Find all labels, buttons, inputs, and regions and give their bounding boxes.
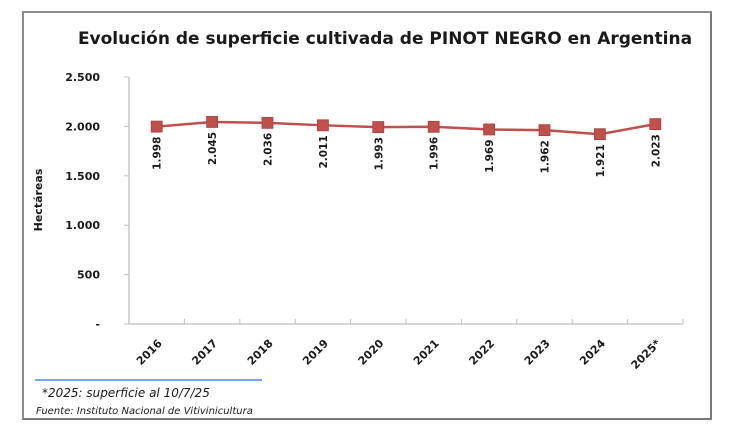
data-label: 1.969 <box>484 139 496 172</box>
data-label: 1.996 <box>429 137 441 170</box>
y-tick-label: 1.500 <box>65 170 100 183</box>
y-axis-label: Hectáreas <box>32 168 45 231</box>
x-tick-label: 2025* <box>629 337 664 372</box>
data-label: 1.962 <box>540 140 552 173</box>
footnote-source: Fuente: Instituto Nacional de Vitivinicu… <box>36 406 253 417</box>
data-label: 2.023 <box>650 134 662 167</box>
data-point <box>427 120 440 133</box>
x-tick-label: 2019 <box>300 337 331 368</box>
y-tick-label: 500 <box>77 269 100 282</box>
data-point <box>538 124 551 137</box>
data-label: 1.998 <box>152 137 164 170</box>
y-axis: - 500 1.000 1.500 2.000 2.500 <box>65 71 130 331</box>
x-tick-label: 2023 <box>522 337 553 368</box>
y-tick-label: 2.000 <box>65 120 100 133</box>
y-tick-label: 1.000 <box>65 219 100 232</box>
x-tick-label: 2022 <box>466 337 497 368</box>
data-label: 2.045 <box>207 132 219 165</box>
y-tick-label: 2.500 <box>65 71 100 84</box>
chart-frame <box>22 11 712 420</box>
data-point <box>261 116 274 129</box>
data-point <box>316 119 329 132</box>
data-label: 2.011 <box>318 135 330 168</box>
data-point <box>483 123 496 136</box>
data-point <box>372 121 385 133</box>
y-tick-label: - <box>95 318 100 331</box>
data-label: 2.036 <box>263 133 275 166</box>
chart-title: Evolución de superficie cultivada de PIN… <box>78 29 692 49</box>
x-tick-label: 2024 <box>577 337 608 368</box>
x-tick-label: 2020 <box>356 337 387 368</box>
data-point <box>150 120 163 133</box>
data-label: 1.921 <box>595 144 607 177</box>
series-line <box>156 120 656 136</box>
x-tick-label: 2016 <box>134 337 165 368</box>
data-point <box>649 118 662 131</box>
data-label: 1.993 <box>373 137 385 170</box>
x-axis: 2016 2017 2018 2019 2020 2021 2022 2023 2024 2025… <box>128 319 684 372</box>
footnote-note: *2025: superficie al 10/7/25 <box>42 386 210 400</box>
series-pinot-negro: 1.998 2.045 2.036 2.011 1.993 1.996 1.969 1.962… <box>150 116 662 177</box>
x-tick-label: 2017 <box>189 337 220 368</box>
data-point <box>594 128 606 141</box>
x-tick-label: 2018 <box>245 337 276 368</box>
x-tick-label: 2021 <box>411 337 442 368</box>
data-point <box>206 116 219 128</box>
